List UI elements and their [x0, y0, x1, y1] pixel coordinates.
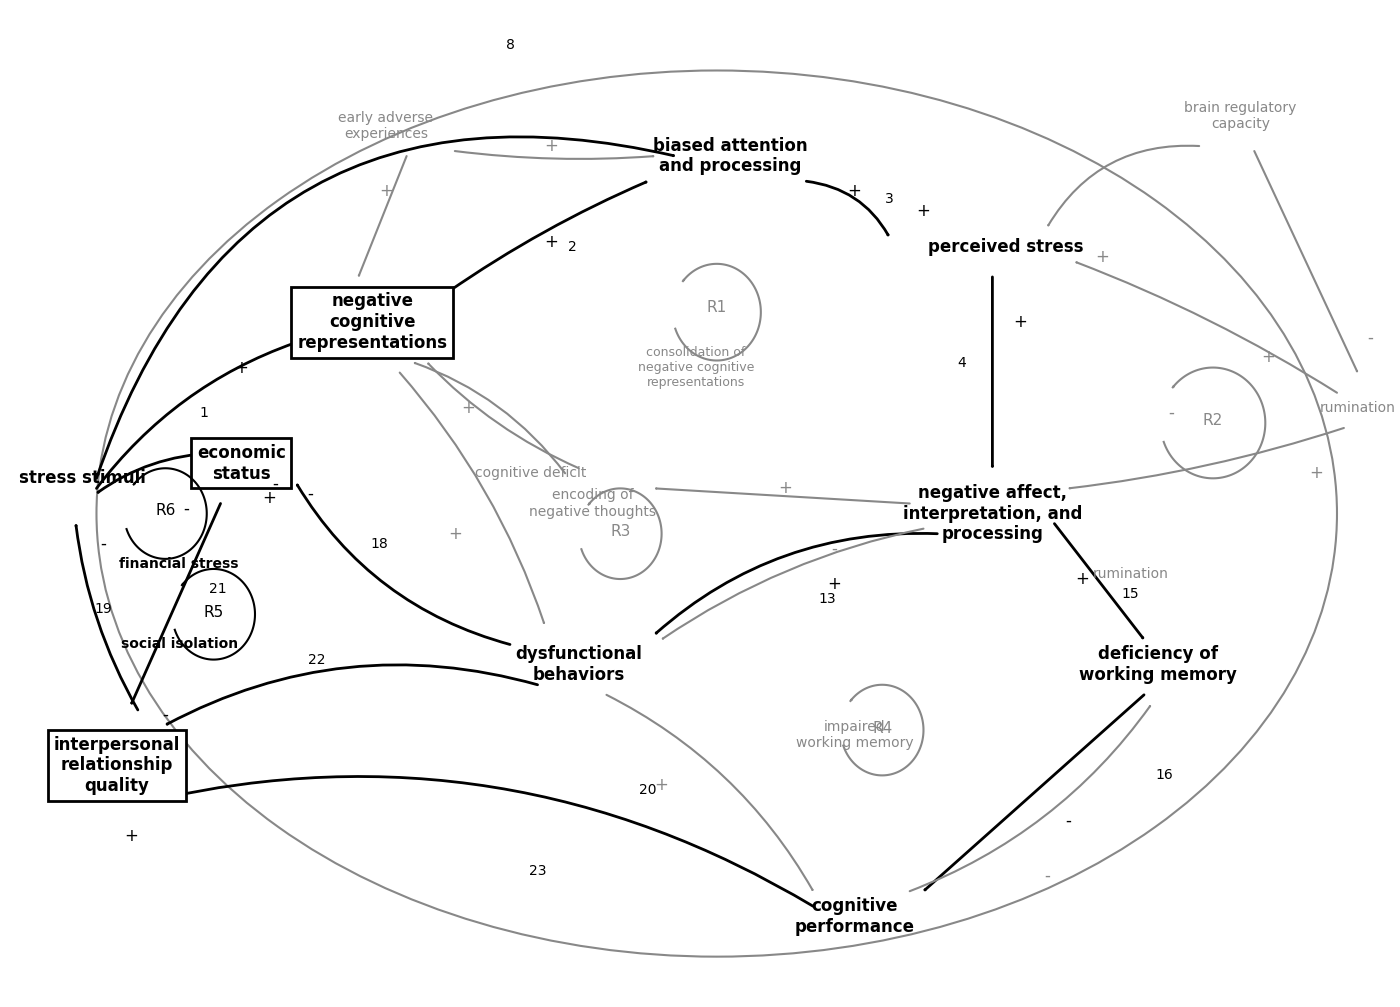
Text: R6: R6	[155, 504, 175, 518]
Text: +: +	[448, 525, 462, 543]
Text: impaired
working memory: impaired working memory	[795, 720, 913, 750]
Text: 20: 20	[638, 783, 657, 798]
Text: financial stress: financial stress	[119, 557, 239, 571]
Text: interpersonal
relationship
quality: interpersonal relationship quality	[55, 735, 181, 796]
Text: +: +	[545, 137, 559, 155]
Text: negative
cognitive
representations: negative cognitive representations	[297, 292, 447, 352]
Text: 19: 19	[95, 602, 112, 616]
Text: -: -	[832, 540, 837, 558]
Text: +: +	[917, 202, 931, 221]
Text: 21: 21	[209, 582, 227, 596]
Text: -: -	[273, 474, 279, 492]
Text: social isolation: social isolation	[120, 637, 238, 652]
Text: +: +	[545, 233, 559, 251]
Text: stress stimuli: stress stimuli	[20, 469, 146, 487]
Text: +: +	[847, 182, 861, 200]
Text: +: +	[125, 827, 137, 845]
Text: 23: 23	[529, 864, 546, 878]
Text: +: +	[655, 776, 669, 795]
Text: 3: 3	[885, 192, 893, 206]
Text: +: +	[827, 575, 841, 593]
Text: 15: 15	[1121, 587, 1140, 601]
Text: -: -	[183, 499, 189, 518]
Text: +: +	[262, 489, 276, 508]
Text: +: +	[778, 479, 792, 497]
Text: -: -	[162, 706, 168, 724]
Text: +: +	[379, 182, 393, 200]
Text: -: -	[1368, 328, 1373, 346]
Text: R4: R4	[872, 721, 892, 735]
Text: +: +	[234, 358, 248, 377]
Text: brain regulatory
capacity: brain regulatory capacity	[1184, 101, 1296, 131]
Text: economic
status: economic status	[197, 444, 286, 482]
Text: cognitive deficit: cognitive deficit	[475, 466, 587, 480]
Text: early adverse
experiences: early adverse experiences	[339, 111, 434, 141]
Text: dysfunctional
behaviors: dysfunctional behaviors	[515, 645, 643, 684]
Text: cognitive
performance: cognitive performance	[795, 897, 914, 936]
Text: R5: R5	[203, 605, 224, 619]
Text: -: -	[1044, 867, 1050, 885]
Text: 22: 22	[308, 653, 326, 667]
Text: +: +	[1309, 464, 1323, 482]
Text: -: -	[1065, 812, 1071, 830]
Text: negative affect,
interpretation, and
processing: negative affect, interpretation, and pro…	[903, 483, 1082, 544]
Text: -: -	[1169, 404, 1175, 422]
Text: 16: 16	[1156, 768, 1173, 782]
Text: 1: 1	[200, 406, 209, 420]
Text: consolidation of
negative cognitive
representations: consolidation of negative cognitive repr…	[638, 346, 755, 389]
Text: 2: 2	[567, 240, 577, 254]
Text: +: +	[1075, 570, 1089, 588]
Text: perceived stress: perceived stress	[928, 238, 1084, 256]
Text: +: +	[1261, 348, 1275, 367]
Text: R3: R3	[610, 525, 630, 539]
Text: rumination: rumination	[1320, 401, 1396, 415]
Text: encoding of
negative thoughts: encoding of negative thoughts	[529, 488, 657, 519]
Text: 8: 8	[505, 38, 514, 52]
Text: R1: R1	[707, 300, 727, 314]
Text: 18: 18	[370, 537, 388, 551]
Text: -: -	[101, 535, 106, 553]
Text: +: +	[462, 399, 476, 417]
Text: 13: 13	[818, 592, 836, 606]
Text: R2: R2	[1203, 414, 1224, 428]
Text: rumination: rumination	[1092, 567, 1168, 581]
Text: 4: 4	[958, 355, 966, 370]
Text: +: +	[1014, 313, 1028, 331]
Text: deficiency of
working memory: deficiency of working memory	[1079, 645, 1236, 684]
Text: +: +	[1096, 248, 1110, 266]
Text: -: -	[307, 484, 314, 502]
Text: biased attention
and processing: biased attention and processing	[654, 137, 808, 175]
